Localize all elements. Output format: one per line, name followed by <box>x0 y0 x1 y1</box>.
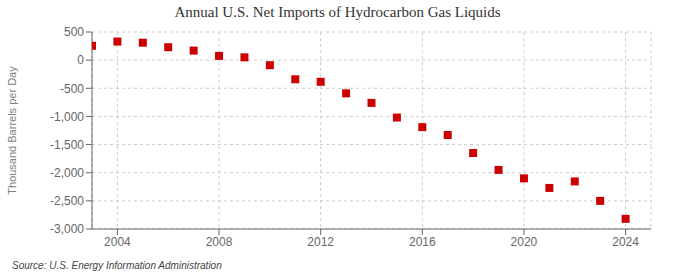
svg-text:-3,000: -3,000 <box>50 222 84 236</box>
svg-text:2004: 2004 <box>104 235 131 249</box>
svg-text:-2,000: -2,000 <box>50 166 84 180</box>
svg-text:-1,500: -1,500 <box>50 138 84 152</box>
html-text:Source: U.S. Energy Informatio: Source: U.S. Energy Information Administ… <box>12 260 222 271</box>
svg-text:2012: 2012 <box>307 235 334 249</box>
svg-text:-500: -500 <box>60 82 84 96</box>
svg-text:-1,000: -1,000 <box>50 110 84 124</box>
svg-text:-2,500: -2,500 <box>50 194 84 208</box>
svg-text:0: 0 <box>77 53 84 67</box>
svg-text:500: 500 <box>64 25 84 39</box>
svg-text:2016: 2016 <box>409 235 436 249</box>
html-text:Annual U.S. Net Imports of Hyd: Annual U.S. Net Imports of Hydrocarbon G… <box>174 4 501 20</box>
svg-text:2020: 2020 <box>511 235 538 249</box>
svg-text:Thousand Barrels per Day: Thousand Barrels per Day <box>8 66 18 195</box>
svg-text:2008: 2008 <box>206 235 233 249</box>
svg-text:2024: 2024 <box>612 235 639 249</box>
